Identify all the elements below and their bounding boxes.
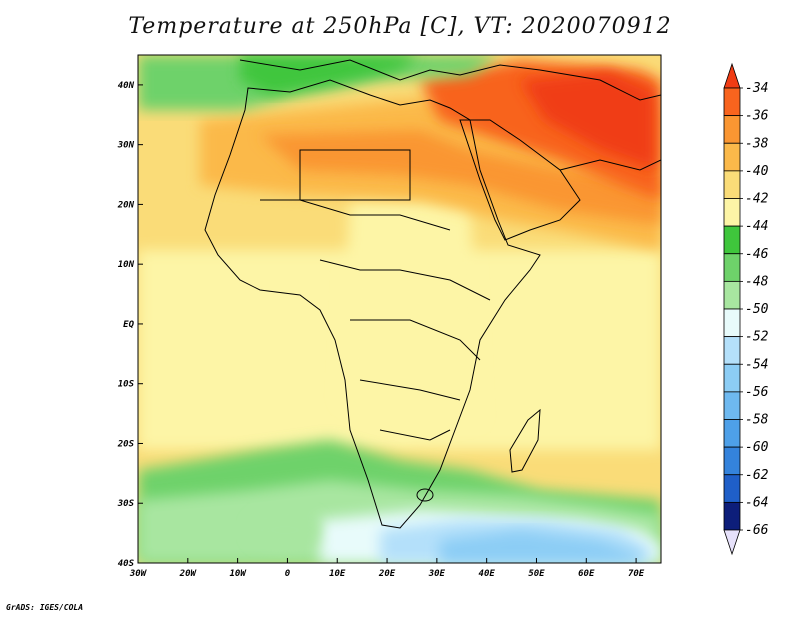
lat-tick-label: 30S <box>117 499 135 509</box>
coastlines <box>204 59 661 529</box>
colorbar-swatch <box>723 419 741 448</box>
lat-tick-label: EQ <box>123 320 134 330</box>
lat-tick-label: 10N <box>118 260 135 270</box>
footer-credit: GrADS: IGES/COLA <box>6 603 84 612</box>
colorbar-label: -66 <box>745 523 769 538</box>
colorbar-swatch <box>723 115 741 144</box>
colorbar-label: -52 <box>745 330 769 345</box>
colorbar-top-arrow <box>723 62 741 89</box>
colorbar-label: -54 <box>745 357 768 372</box>
lon-tick-label: 30E <box>428 569 446 579</box>
lat-tick-label: 40S <box>118 559 135 569</box>
lon-tick-label: 50E <box>528 569 545 579</box>
colorbar-label: -38 <box>745 136 769 151</box>
lon-tick-label: 20W <box>179 569 198 579</box>
lat-tick-label: 10S <box>118 380 135 390</box>
colorbar-label: -34 <box>745 81 768 96</box>
colorbar-label: -50 <box>745 302 769 317</box>
map-title: Temperature at 250hPa [C], VT: 202007091… <box>128 14 672 39</box>
colorbar-swatch <box>723 336 741 365</box>
colorbar-label: -44 <box>745 219 768 234</box>
latitude-axis: 40N 30N 20N 10N EQ 10S 20S 30S 40S <box>117 81 143 569</box>
colorbar-swatch <box>723 474 741 503</box>
colorbar-swatch <box>723 142 741 172</box>
colorbar-swatch <box>723 280 741 310</box>
colorbar-label: -64 <box>745 495 768 510</box>
colorbar: -34 -36 -38 -40 -42 -44 -46 -48 -50 -52 -54 -56 -58 -… <box>723 62 769 556</box>
colorbar-label: -56 <box>745 385 769 400</box>
colorbar-label: -36 <box>745 109 769 124</box>
colorbar-swatch <box>723 363 741 393</box>
colorbar-label: -62 <box>745 468 769 483</box>
lat-tick-label: 20S <box>117 439 135 449</box>
lon-tick-label: 20E <box>378 569 396 579</box>
lat-tick-label: 30N <box>117 141 135 151</box>
plot-frame <box>137 54 662 564</box>
colorbar-swatch <box>723 446 741 476</box>
colorbar-label: -40 <box>745 164 769 179</box>
temperature-field <box>138 55 661 563</box>
colorbar-bottom-arrow <box>723 529 741 556</box>
lon-tick-label: 30W <box>129 569 148 579</box>
longitude-axis: 30W 20W 10W 0 10E 20E 30E 40E 50E 60E 70E <box>129 558 645 579</box>
lon-tick-label: 10W <box>229 569 247 579</box>
colorbar-label: -60 <box>745 440 769 455</box>
colorbar-label: -42 <box>745 192 769 207</box>
lat-tick-label: 40N <box>118 81 135 91</box>
colorbar-swatch <box>723 391 741 420</box>
colorbar-swatch <box>723 253 741 282</box>
colorbar-label: -48 <box>745 274 769 289</box>
lon-tick-label: 10E <box>329 569 346 579</box>
lon-tick-label: 0 <box>285 569 291 579</box>
colorbar-swatch <box>723 87 741 117</box>
lon-tick-label: 60E <box>578 569 595 579</box>
colorbar-swatch <box>723 225 741 255</box>
lat-tick-label: 20N <box>117 200 135 210</box>
colorbar-swatch <box>723 501 741 531</box>
lon-tick-label: 70E <box>628 569 645 579</box>
colorbar-swatch <box>723 198 741 227</box>
colorbar-swatch <box>723 170 741 199</box>
colorbar-swatch <box>723 308 741 338</box>
lon-tick-label: 40E <box>479 569 496 579</box>
colorbar-label: -58 <box>745 413 769 428</box>
colorbar-label: -46 <box>745 247 769 262</box>
